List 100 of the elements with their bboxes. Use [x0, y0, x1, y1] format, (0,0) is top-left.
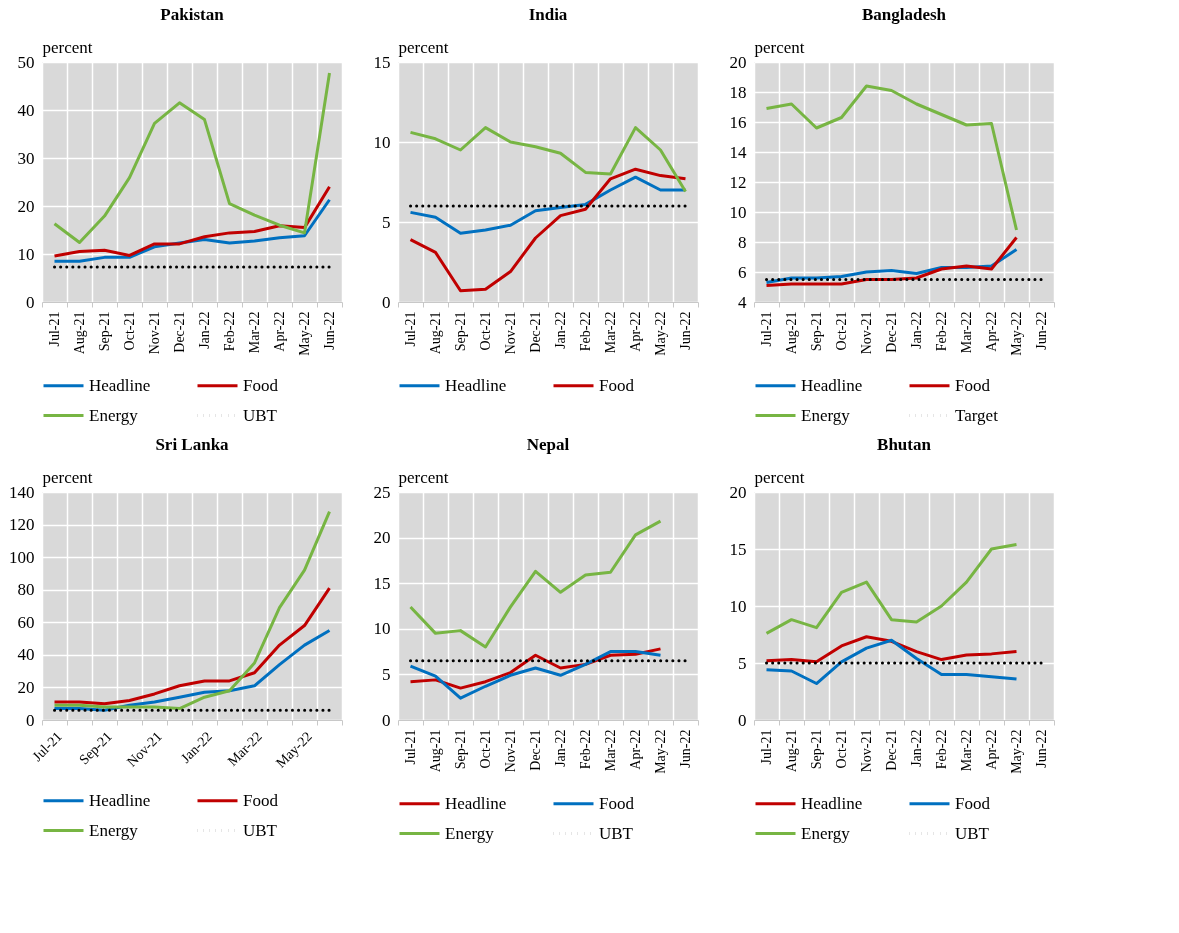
x-tick-label: Sep-21 [809, 729, 824, 770]
line-series [409, 519, 662, 649]
y-tick-label: 100 [9, 547, 35, 567]
x-tick-label: Jul-21 [403, 311, 418, 347]
legend-label: UBT [243, 405, 278, 425]
y-tick-label: 60 [17, 612, 35, 632]
y-tick-label: 25 [373, 482, 391, 502]
y-tick-label: 20 [17, 196, 35, 216]
x-tick-label: Oct-21 [122, 311, 137, 351]
x-tick-label: Apr-22 [984, 311, 999, 352]
y-tick-label: 20 [373, 528, 391, 548]
x-tick-label: May-22 [653, 729, 668, 774]
x-tick-label: Jun-22 [322, 311, 337, 350]
x-tick-label: Apr-22 [628, 311, 643, 352]
legend-label: Headline [89, 375, 151, 395]
y-tick-label: 50 [17, 52, 35, 72]
y-tick-label: 10 [729, 596, 747, 616]
x-tick-label: Feb-22 [934, 729, 949, 770]
x-tick-label: Oct-21 [478, 311, 493, 351]
x-tick-label: Jan-22 [197, 311, 212, 349]
x-tick-label: May-22 [653, 311, 668, 356]
line-series [409, 650, 662, 700]
chart-title: Pakistan [160, 5, 225, 24]
y-tick-label: 40 [17, 100, 35, 120]
legend-label: Energy [89, 405, 139, 425]
legend-label: Food [243, 790, 279, 810]
y-tick-label: 15 [729, 539, 747, 559]
x-tick-label: Jan-22 [553, 729, 568, 767]
line-series [765, 635, 1018, 664]
y-tick-label: 0 [26, 710, 35, 730]
x-tick-label: Jun-22 [1034, 729, 1049, 768]
x-tick-label: Jan-22 [909, 729, 924, 767]
x-tick-label: Nov-21 [503, 311, 518, 355]
x-tick-label: Nov-21 [503, 729, 518, 773]
x-tick-label: Jun-22 [1034, 311, 1049, 350]
x-tick-label: Mar-22 [959, 729, 974, 772]
y-axis-title: percent [42, 37, 93, 57]
y-tick-label: 4 [738, 292, 747, 312]
x-tick-label: Feb-22 [578, 311, 593, 352]
x-tick-label: Aug-21 [784, 729, 799, 773]
legend-label: Headline [445, 793, 507, 813]
line-series [409, 175, 687, 235]
x-tick-label: Jul-21 [47, 311, 62, 347]
x-tick-label: Dec-21 [528, 311, 543, 353]
y-axis-title: percent [398, 37, 449, 57]
x-tick-label: Dec-21 [884, 729, 899, 771]
legend-label: UBT [955, 823, 990, 843]
legend-label: Food [955, 793, 991, 813]
legend-label: UBT [599, 823, 634, 843]
legend-label: Food [243, 375, 279, 395]
y-tick-label: 12 [729, 172, 747, 192]
legend-label: Energy [445, 823, 495, 843]
x-tick-label: Oct-21 [478, 729, 493, 769]
x-tick-label: Jan-22 [909, 311, 924, 349]
x-tick-label: Mar-22 [959, 311, 974, 354]
line-series [53, 71, 331, 244]
legend-label: UBT [243, 820, 278, 840]
x-tick-label: Mar-22 [247, 311, 262, 354]
x-tick-label: Feb-22 [222, 311, 237, 352]
y-tick-label: 5 [738, 653, 747, 673]
x-tick-label: May-22 [1009, 729, 1024, 774]
x-tick-label: Apr-22 [984, 729, 999, 770]
x-tick-label: Oct-21 [834, 311, 849, 351]
x-tick-label: Feb-22 [578, 729, 593, 770]
x-tick-label: Aug-21 [72, 311, 87, 355]
x-tick-label: Dec-21 [172, 311, 187, 353]
x-tick-label: Sep-21 [453, 311, 468, 352]
x-tick-label: Dec-21 [884, 311, 899, 353]
line-series [53, 586, 331, 706]
y-tick-label: 10 [373, 132, 391, 152]
x-tick-label: Feb-22 [934, 311, 949, 352]
x-tick-label: Sep-21 [97, 311, 112, 352]
legend-label: Headline [801, 375, 863, 395]
x-tick-label: Nov-21 [859, 729, 874, 773]
x-tick-label: May-22 [297, 311, 312, 356]
y-tick-label: 15 [373, 52, 391, 72]
y-tick-label: 10 [17, 244, 35, 264]
legend-label: Headline [445, 375, 507, 395]
y-tick-label: 18 [729, 82, 747, 102]
x-tick-label: Jun-22 [678, 729, 693, 768]
line-series [409, 167, 687, 293]
legend-label: Target [955, 405, 999, 425]
x-tick-label: Mar-22 [603, 729, 618, 772]
y-axis-title: percent [754, 467, 805, 487]
legend-label: Headline [89, 790, 151, 810]
y-axis-title: percent [398, 467, 449, 487]
line-series [53, 185, 331, 258]
line-series [765, 638, 1018, 686]
y-tick-label: 20 [729, 482, 747, 502]
y-tick-label: 0 [382, 710, 391, 730]
line-series [765, 84, 1018, 232]
x-tick-label: Sep-21 [809, 311, 824, 352]
y-tick-label: 30 [17, 148, 35, 168]
y-tick-label: 40 [17, 645, 35, 665]
y-tick-label: 6 [738, 262, 747, 282]
line-series [765, 542, 1018, 635]
legend-label: Energy [801, 823, 851, 843]
y-tick-label: 8 [738, 232, 747, 252]
x-tick-label: Aug-21 [428, 311, 443, 355]
legend-label: Food [599, 375, 635, 395]
